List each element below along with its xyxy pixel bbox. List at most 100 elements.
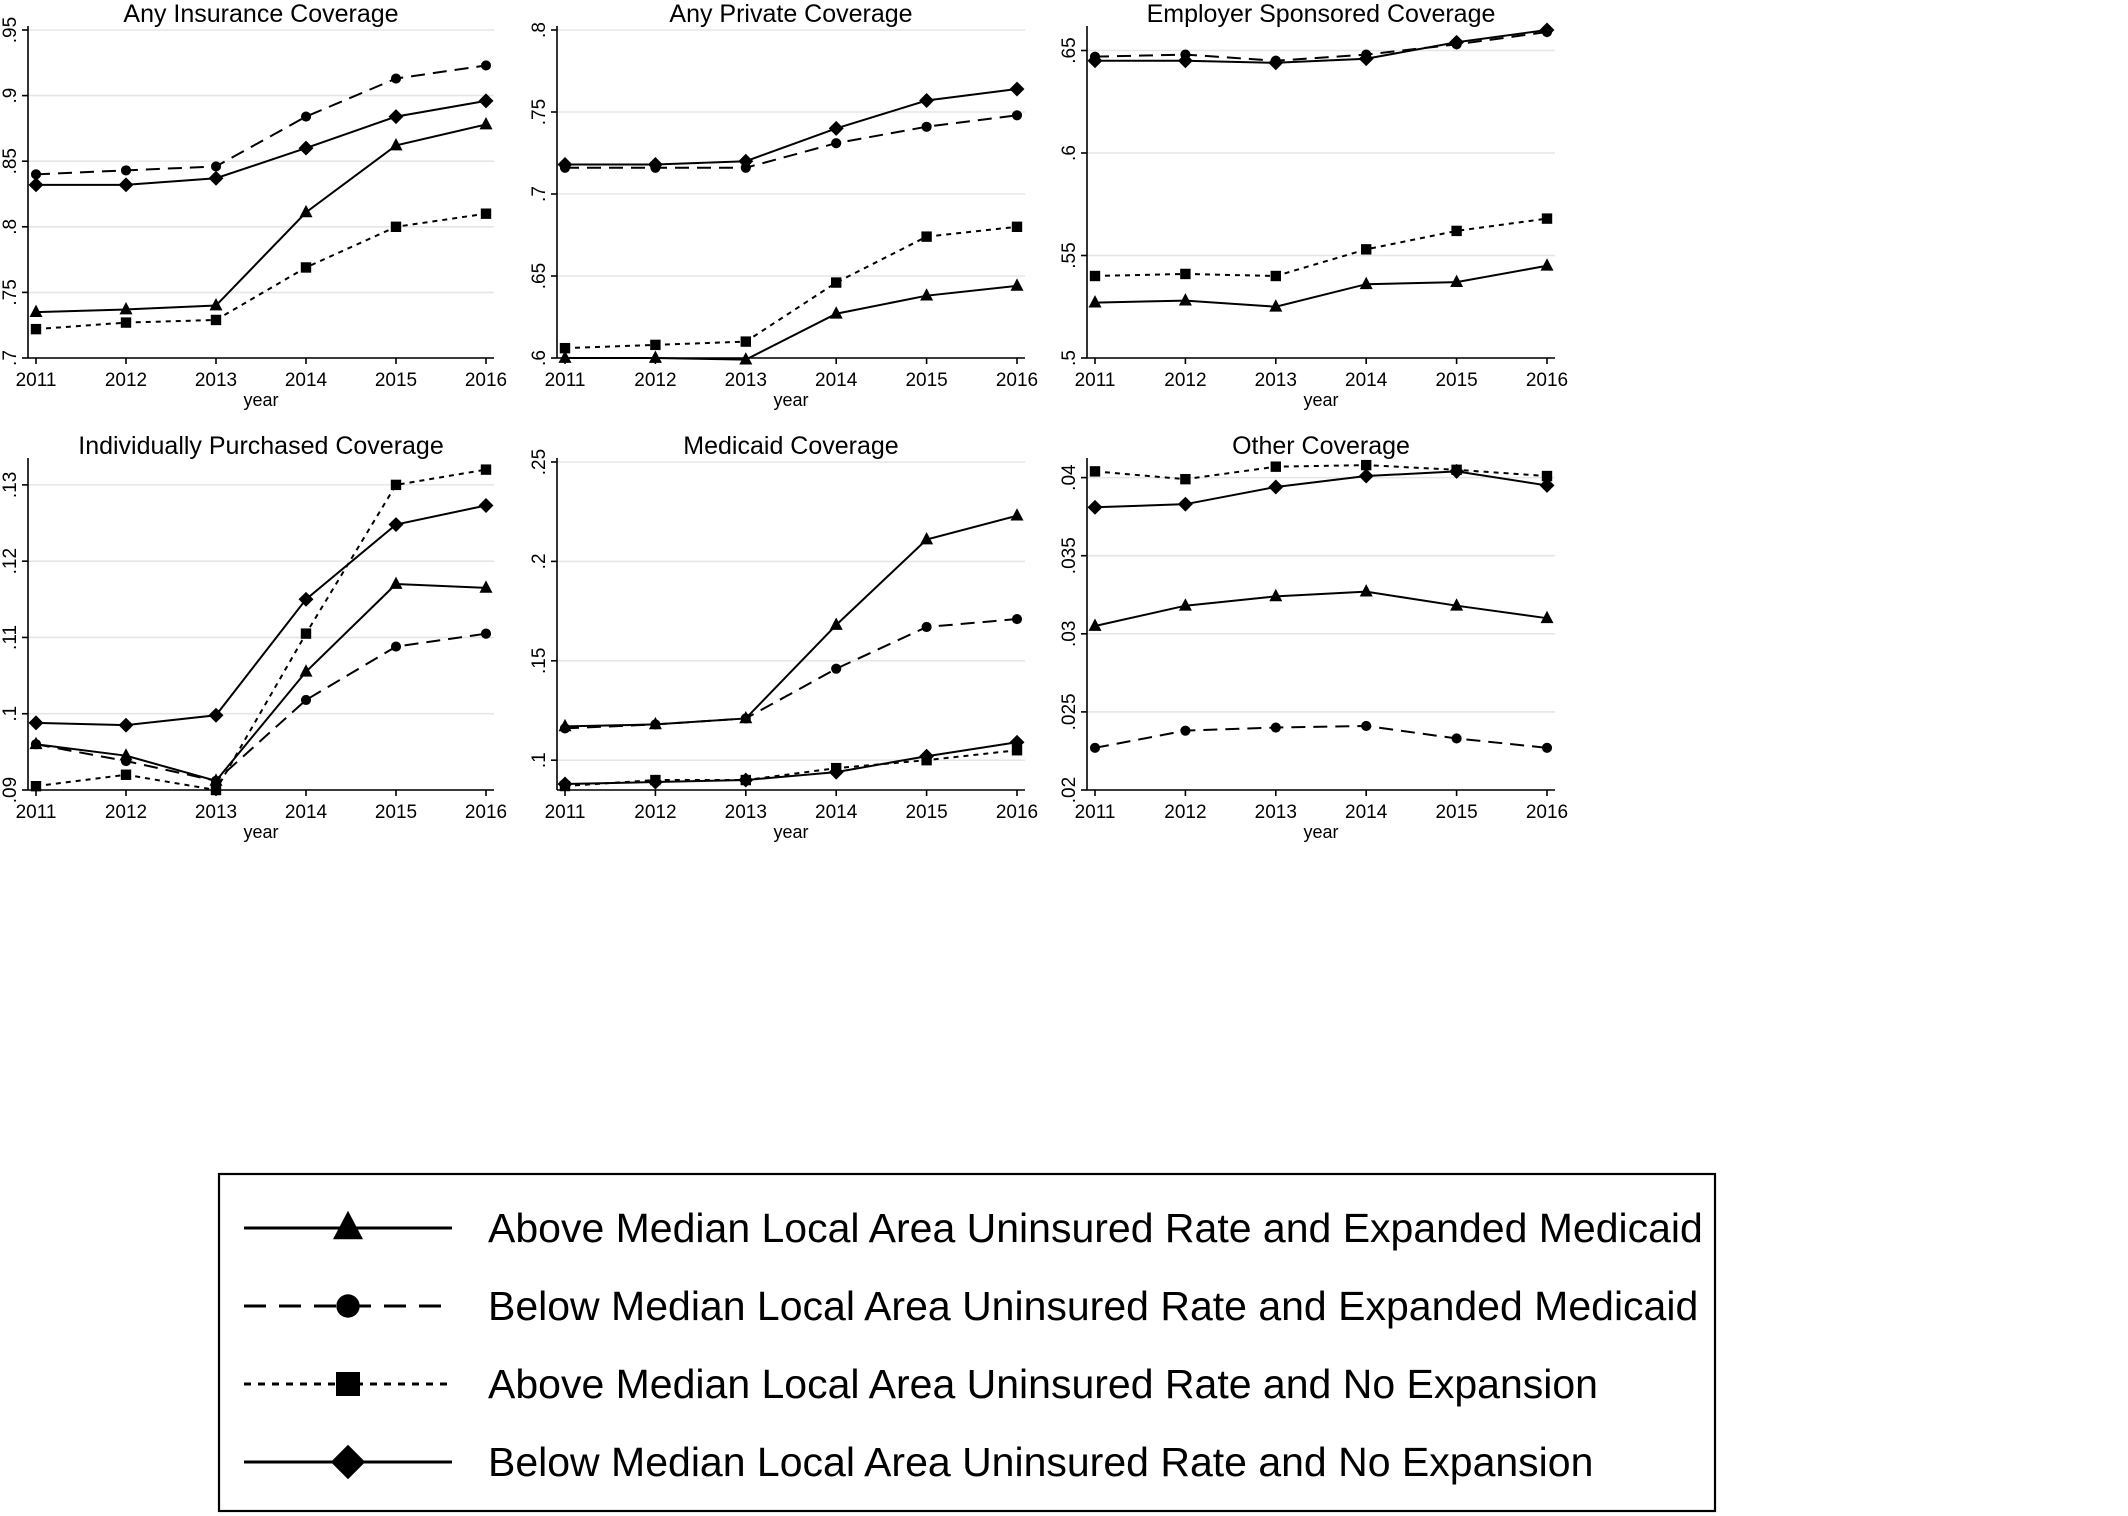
y-tick-label: .95: [0, 17, 21, 43]
data-point-above_noexp: [650, 339, 661, 351]
series-line-above_expanded: [35, 583, 487, 782]
data-point-above_noexp: [1541, 470, 1553, 482]
data-point-below_noexp: [738, 153, 754, 169]
data-point-below_noexp: [298, 591, 314, 607]
x-tick-label: 2015: [375, 370, 417, 391]
panel-title: Individually Purchased Coverage: [78, 432, 444, 460]
data-point-above_noexp: [300, 262, 312, 273]
data-point-below_noexp: [388, 517, 404, 533]
data-point-above_expanded: [1359, 276, 1373, 290]
x-tick-label: 2011: [545, 802, 586, 823]
data-point-above_expanded: [1269, 588, 1283, 602]
data-point-above_noexp: [1270, 461, 1281, 472]
data-point-above_expanded: [558, 350, 572, 363]
panel-title: Other Coverage: [1232, 432, 1410, 460]
legend-label: Above Median Local Area Uninsured Rate a…: [488, 1205, 1703, 1251]
y-tick-label: .75: [529, 99, 550, 125]
x-axis-label: year: [773, 822, 808, 842]
data-point-above_expanded: [1010, 508, 1024, 521]
y-tick-label: .1: [529, 752, 550, 768]
data-point-below_noexp: [1087, 53, 1103, 69]
x-tick-label: 2012: [105, 802, 147, 823]
data-point-below_expanded: [1541, 742, 1553, 753]
series-line-above_expanded: [35, 123, 487, 314]
y-tick-label: .04: [1059, 464, 1080, 491]
data-point-below_noexp: [647, 157, 663, 172]
x-tick-label: 2015: [905, 370, 947, 391]
data-point-below_noexp: [118, 177, 134, 193]
x-tick-label: 2015: [1435, 802, 1477, 823]
series-line-above_expanded: [1094, 264, 1548, 308]
data-point-above_noexp: [1541, 213, 1553, 224]
data-point-below_noexp: [208, 707, 224, 723]
panel-1: .7 .75 .8 .85 .9 .95 2011 2012 2013 2014 2015 2016 y…: [0, 0, 507, 410]
series-line-above_noexp: [35, 468, 487, 792]
data-point-below_expanded: [650, 719, 661, 730]
y-tick-label: .11: [0, 625, 21, 650]
series-line-above_expanded: [565, 284, 1018, 361]
data-point-above_noexp: [300, 628, 312, 639]
data-point-below_noexp: [647, 774, 663, 790]
legend: Above Median Local Area Uninsured Rate a…: [217, 1172, 1717, 1513]
y-tick-label: .09: [0, 777, 21, 803]
data-point-above_noexp: [1361, 459, 1372, 471]
data-point-above_noexp: [831, 277, 842, 288]
x-tick-label: 2013: [725, 370, 767, 391]
data-point-below_expanded: [480, 60, 492, 71]
series-line-below_expanded: [35, 632, 487, 782]
data-point-above_expanded: [1450, 274, 1464, 288]
data-point-above_expanded: [299, 204, 313, 218]
data-point-above_expanded: [1178, 598, 1192, 611]
x-tick-label: 2014: [815, 802, 858, 823]
panel-2: .6 .65 .7 .75 .8 2011 2012 2013 2014 2015 2016 year…: [529, 0, 1038, 410]
data-point-below_expanded: [120, 755, 132, 767]
data-point-below_noexp: [738, 772, 754, 788]
x-tick-label: 2012: [1164, 802, 1206, 823]
y-tick-label: .5: [1059, 350, 1080, 366]
y-tick-label: .25: [529, 449, 550, 475]
data-point-below_expanded: [300, 111, 312, 122]
data-point-above_noexp: [1270, 270, 1281, 282]
x-tick-label: 2012: [105, 370, 147, 391]
panel-title: Any Insurance Coverage: [123, 0, 398, 28]
data-point-above_expanded: [29, 304, 43, 317]
legend-marker-below_noexp: [330, 1444, 366, 1480]
y-tick-label: .13: [0, 472, 21, 498]
x-tick-label: 2011: [545, 370, 586, 391]
y-tick-label: .7: [0, 350, 21, 366]
y-tick-label: .03: [1059, 621, 1080, 647]
data-point-above_noexp: [1180, 473, 1191, 485]
y-tick-label: .7: [529, 186, 550, 202]
x-tick-label: 2011: [1075, 802, 1116, 823]
y-tick-label: .65: [529, 263, 550, 289]
x-axis-label: year: [243, 822, 278, 842]
data-point-above_noexp: [210, 784, 222, 796]
data-point-below_noexp: [1268, 55, 1284, 71]
y-tick-label: .75: [0, 279, 21, 305]
x-tick-label: 2012: [634, 370, 676, 391]
data-point-below_noexp: [557, 776, 573, 792]
legend-label: Above Median Local Area Uninsured Rate a…: [488, 1361, 1598, 1407]
panel-4: .09 .1 .11 .12 .13 2011 2012 2013 2014 2015 2016 ye…: [0, 432, 507, 842]
x-tick-label: 2016: [465, 802, 507, 823]
data-point-above_noexp: [480, 464, 492, 475]
data-point-above_expanded: [648, 350, 662, 363]
series-line-below_noexp: [564, 741, 1018, 786]
data-point-above_expanded: [1010, 278, 1024, 291]
x-tick-label: 2011: [1075, 370, 1116, 391]
series-line-below_noexp: [1095, 29, 1548, 64]
panel-6: .02 .025 .03 .035 .04 2011 2012 2013 2014 2015 201…: [1059, 432, 1568, 842]
x-tick-label: 2011: [16, 370, 57, 391]
data-point-below_noexp: [1539, 22, 1555, 38]
data-point-below_noexp: [1449, 34, 1465, 50]
data-point-above_noexp: [1180, 268, 1191, 280]
data-point-above_expanded: [829, 617, 843, 630]
data-point-above_expanded: [1540, 258, 1554, 271]
series-line-above_noexp: [564, 749, 1018, 788]
series-line-below_expanded: [565, 114, 1018, 169]
data-point-below_noexp: [1358, 51, 1374, 67]
y-tick-label: .12: [0, 548, 21, 574]
data-point-above_noexp: [1451, 225, 1462, 237]
data-point-below_expanded: [210, 775, 222, 786]
